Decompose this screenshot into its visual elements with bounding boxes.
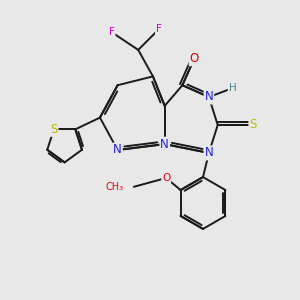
- Text: O: O: [162, 173, 170, 183]
- Text: F: F: [156, 24, 162, 34]
- Text: O: O: [190, 52, 199, 65]
- Text: N: N: [205, 91, 213, 103]
- Text: N: N: [113, 143, 122, 157]
- Text: F: F: [109, 27, 115, 37]
- Text: N: N: [160, 138, 169, 151]
- Text: N: N: [205, 146, 213, 159]
- Text: S: S: [50, 123, 58, 136]
- Text: S: S: [249, 118, 257, 131]
- Text: H: H: [229, 83, 236, 93]
- Text: CH₃: CH₃: [105, 182, 124, 192]
